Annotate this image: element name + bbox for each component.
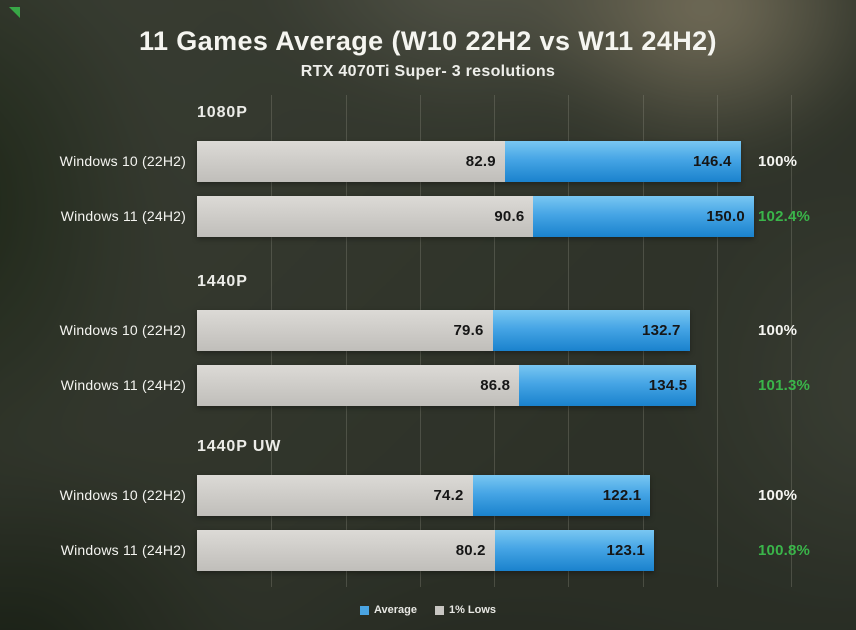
percent-label: 100% bbox=[758, 322, 798, 339]
average-value: 123.1 bbox=[606, 542, 645, 559]
lows-value: 86.8 bbox=[480, 377, 511, 394]
bar-row: 86.8 134.5 bbox=[197, 365, 697, 406]
row-label: Windows 10 (22H2) bbox=[59, 322, 186, 338]
average-swatch-icon bbox=[359, 605, 369, 615]
legend-item-lows: 1% Lows bbox=[434, 604, 497, 616]
lows-segment: 82.9 bbox=[197, 141, 505, 182]
lows-value: 74.2 bbox=[433, 487, 464, 504]
lows-value: 90.6 bbox=[494, 208, 525, 225]
legend-average-label: Average bbox=[373, 604, 417, 616]
row-label: Windows 11 (24H2) bbox=[60, 542, 186, 558]
lows-value: 79.6 bbox=[453, 322, 484, 339]
bar-row: 74.2 122.1 bbox=[197, 475, 651, 516]
percent-label: 100.8% bbox=[758, 542, 811, 559]
row-label: Windows 11 (24H2) bbox=[60, 377, 186, 393]
gridline bbox=[716, 95, 718, 587]
average-value: 134.5 bbox=[648, 377, 688, 394]
average-value: 122.1 bbox=[602, 487, 642, 504]
average-value: 146.4 bbox=[692, 153, 732, 170]
percent-label: 100% bbox=[758, 153, 798, 170]
percent-label: 101.3% bbox=[758, 377, 811, 394]
lows-swatch-icon bbox=[434, 605, 444, 615]
average-segment: 146.4 bbox=[504, 141, 741, 182]
legend: Average 1% Lows bbox=[0, 604, 856, 616]
bar-row: 90.6 150.0 bbox=[197, 196, 754, 237]
average-segment: 123.1 bbox=[494, 530, 654, 571]
section-header: 1080P bbox=[197, 104, 248, 121]
lows-segment: 80.2 bbox=[197, 530, 495, 571]
average-value: 150.0 bbox=[706, 208, 745, 225]
average-segment: 122.1 bbox=[472, 475, 651, 516]
section-header: 1440P bbox=[197, 273, 248, 290]
gridline bbox=[791, 95, 792, 587]
lows-segment: 86.8 bbox=[197, 365, 520, 406]
corner-logo-icon bbox=[9, 7, 20, 18]
bar-row: 79.6 132.7 bbox=[197, 310, 690, 351]
lows-value: 82.9 bbox=[465, 153, 496, 170]
row-label: Windows 11 (24H2) bbox=[60, 208, 186, 224]
lows-segment: 90.6 bbox=[197, 196, 534, 237]
row-label: Windows 10 (22H2) bbox=[59, 487, 186, 503]
chart-title: 11 Games Average (W10 22H2 vs W11 24H2) bbox=[139, 26, 717, 56]
row-label: Windows 10 (22H2) bbox=[59, 153, 186, 169]
bar-row: 80.2 123.1 bbox=[197, 530, 654, 571]
average-segment: 134.5 bbox=[519, 365, 697, 406]
legend-lows-label: 1% Lows bbox=[448, 604, 497, 616]
percent-label: 102.4% bbox=[758, 208, 811, 225]
bar-row: 82.9 146.4 bbox=[197, 141, 741, 182]
average-segment: 132.7 bbox=[492, 310, 690, 351]
chart-subtitle: RTX 4070Ti Super- 3 resolutions bbox=[300, 63, 556, 80]
average-segment: 150.0 bbox=[533, 196, 754, 237]
legend-item-average: Average bbox=[359, 604, 417, 616]
percent-label: 100% bbox=[758, 487, 798, 504]
section-header: 1440P UW bbox=[197, 438, 282, 455]
lows-segment: 79.6 bbox=[197, 310, 493, 351]
lows-segment: 74.2 bbox=[197, 475, 473, 516]
average-value: 132.7 bbox=[642, 322, 681, 339]
lows-value: 80.2 bbox=[455, 542, 486, 559]
